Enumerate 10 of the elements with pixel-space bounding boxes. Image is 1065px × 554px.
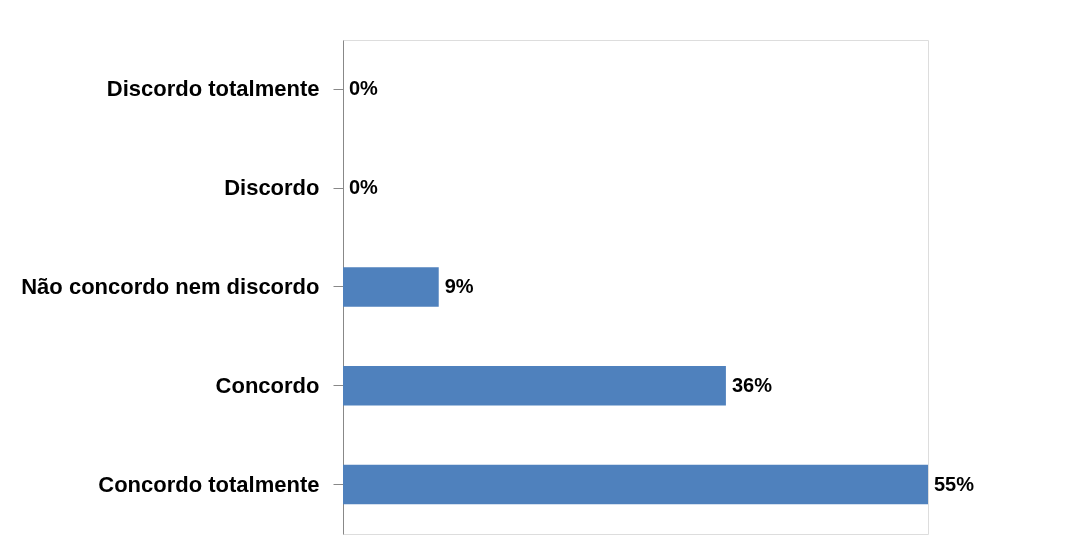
y-tick-label: Concordo totalmente — [98, 471, 320, 497]
data-label: 55% — [934, 472, 975, 495]
y-tick-label: Não concordo nem discordo — [21, 274, 320, 299]
data-label: 0% — [349, 77, 379, 100]
data-label: 0% — [349, 176, 379, 199]
y-tick-label: Concordo — [215, 372, 320, 398]
data-label: 9% — [444, 275, 474, 297]
y-tick-label: Discordo totalmente — [106, 76, 320, 102]
data-label: 36% — [731, 373, 773, 396]
y-tick-label: Discordo — [224, 175, 320, 201]
